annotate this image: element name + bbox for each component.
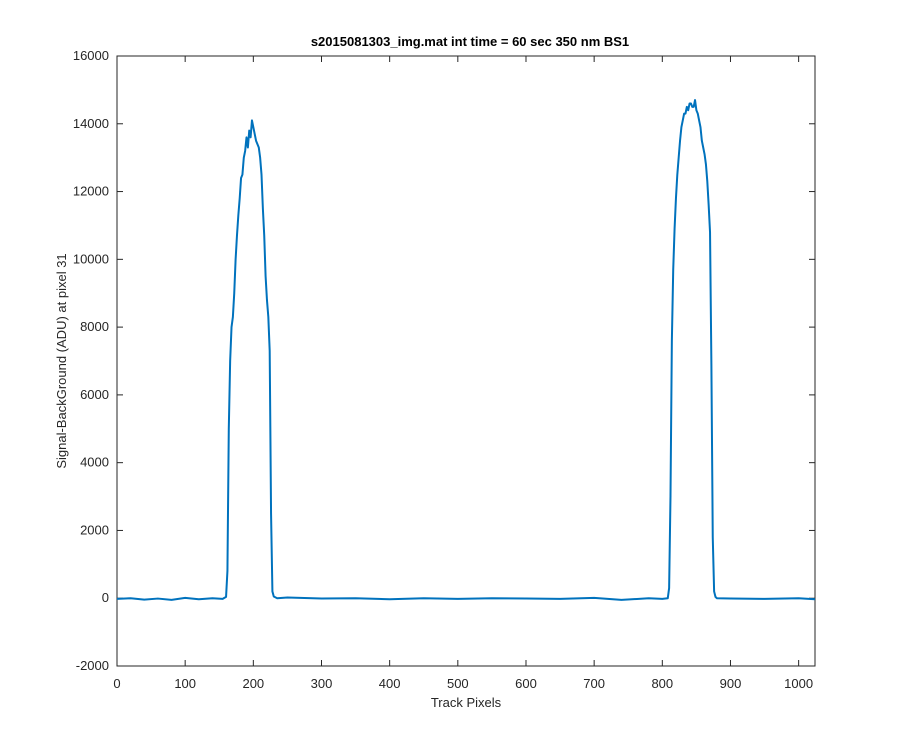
y-tick-label: 12000 bbox=[73, 184, 109, 199]
y-tick-label: 8000 bbox=[80, 319, 109, 334]
y-tick-label: 2000 bbox=[80, 522, 109, 537]
x-tick-label: 400 bbox=[379, 676, 401, 691]
chart-title: s2015081303_img.mat int time = 60 sec 35… bbox=[311, 34, 629, 49]
x-axis-label: Track Pixels bbox=[431, 695, 502, 710]
x-tick-label: 300 bbox=[311, 676, 333, 691]
x-tick-label: 600 bbox=[515, 676, 537, 691]
x-tick-label: 100 bbox=[174, 676, 196, 691]
y-tick-label: 14000 bbox=[73, 116, 109, 131]
x-tick-label: 200 bbox=[242, 676, 264, 691]
x-tick-label: 800 bbox=[651, 676, 673, 691]
y-tick-label: 0 bbox=[102, 590, 109, 605]
y-tick-label: 6000 bbox=[80, 387, 109, 402]
y-axis-label: Signal-BackGround (ADU) at pixel 31 bbox=[54, 253, 69, 468]
y-tick-label: 10000 bbox=[73, 251, 109, 266]
x-tick-label: 0 bbox=[113, 676, 120, 691]
y-tick-label: -2000 bbox=[76, 658, 109, 673]
y-tick-label: 4000 bbox=[80, 455, 109, 470]
x-tick-label: 1000 bbox=[784, 676, 813, 691]
x-tick-label: 700 bbox=[583, 676, 605, 691]
plot-area-box bbox=[116, 55, 816, 667]
x-tick-label: 900 bbox=[720, 676, 742, 691]
series-line bbox=[116, 99, 816, 601]
y-tick-label: 16000 bbox=[73, 48, 109, 63]
x-tick-label: 500 bbox=[447, 676, 469, 691]
